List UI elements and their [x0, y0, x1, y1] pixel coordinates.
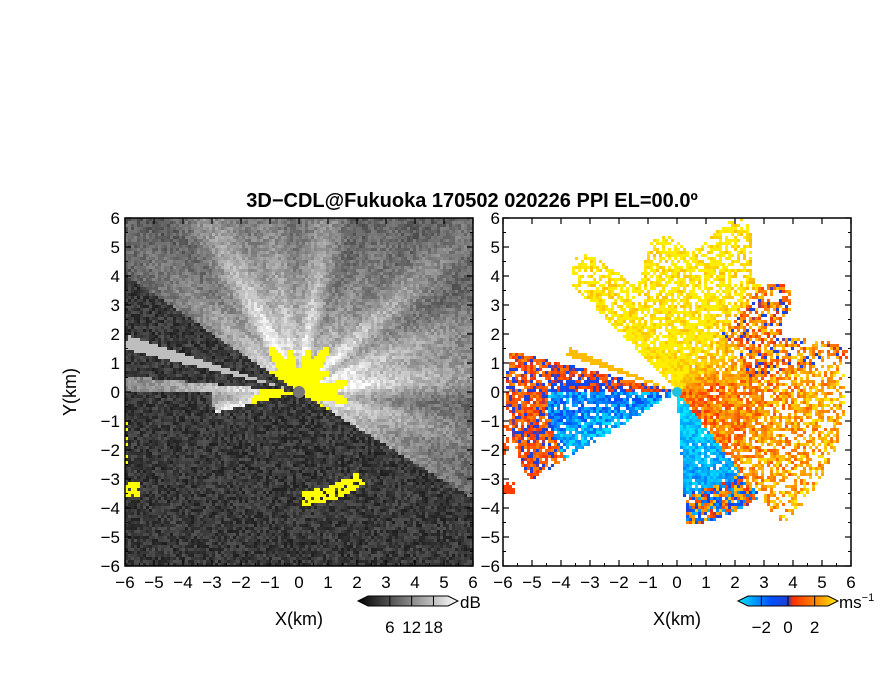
x-tick-label: 0 — [294, 573, 303, 592]
colorbar-tick-label: −2 — [752, 618, 771, 637]
x-tick-label: 5 — [817, 573, 826, 592]
y-tick-label: −4 — [481, 499, 500, 518]
y-tick-label: 5 — [491, 238, 500, 257]
y-axis-label-left: Y(km) — [60, 368, 80, 416]
y-tick-label: 4 — [491, 267, 500, 286]
colorbar-tick-label: 12 — [402, 618, 421, 637]
x-tick-label: 1 — [701, 573, 710, 592]
y-tick-label: 0 — [111, 383, 120, 402]
y-tick-label: −4 — [101, 499, 120, 518]
x-tick-label: −5 — [144, 573, 163, 592]
x-tick-label: −3 — [202, 573, 221, 592]
x-tick-label: −2 — [609, 573, 628, 592]
x-tick-label: −4 — [551, 573, 570, 592]
x-tick-label: 6 — [468, 573, 477, 592]
x-tick-label: −3 — [580, 573, 599, 592]
colorbar-intensity: 6 12 18 dB — [356, 593, 481, 637]
velocity-panel: −6 −5 −4 −3 −2 −1 0 1 2 3 4 5 6 6 5 4 3 2 1 0 −1 −2 −3 −4 −5 −6 — [481, 209, 856, 592]
y-tick-label: −5 — [101, 528, 120, 547]
x-tick-label: 2 — [352, 573, 361, 592]
x-tick-label: 0 — [672, 573, 681, 592]
x-tick-label: −2 — [231, 573, 250, 592]
x-tick-label: 2 — [730, 573, 739, 592]
colorbar-tick-label: 18 — [424, 618, 443, 637]
colorbar-tick-label: 2 — [810, 618, 819, 637]
x-tick-label: −1 — [638, 573, 657, 592]
y-tick-label: 5 — [111, 238, 120, 257]
x-tick-label: −1 — [260, 573, 279, 592]
y-tick-label: 6 — [491, 209, 500, 228]
y-tick-label: 4 — [111, 267, 120, 286]
x-tick-label: 3 — [759, 573, 768, 592]
x-axis-label-left: X(km) — [275, 609, 323, 629]
y-tick-label: −1 — [101, 412, 120, 431]
colorbar-velocity: −2 0 2 ms−1 — [736, 592, 874, 637]
y-tick-label: 1 — [491, 354, 500, 373]
intensity-panel: −6 −5 −4 −3 −2 −1 0 1 2 3 4 5 6 6 5 4 3 2 1 0 −1 −2 −3 −4 −5 −6 — [101, 209, 478, 592]
x-tick-label: 5 — [439, 573, 448, 592]
x-tick-label: 3 — [381, 573, 390, 592]
x-tick-label: −4 — [173, 573, 192, 592]
x-tick-label: 6 — [846, 573, 855, 592]
y-tick-label: 6 — [111, 209, 120, 228]
y-tick-label: −6 — [481, 557, 500, 576]
x-axis-label-right: X(km) — [653, 609, 701, 629]
x-tick-label: 1 — [323, 573, 332, 592]
x-tick-label: −5 — [522, 573, 541, 592]
y-tick-label: 3 — [491, 296, 500, 315]
y-tick-label: 1 — [111, 354, 120, 373]
y-tick-label: −3 — [101, 470, 120, 489]
y-tick-label: 2 — [491, 325, 500, 344]
y-tick-label: 0 — [491, 383, 500, 402]
radar-site-marker — [293, 386, 305, 398]
y-tick-label: −1 — [481, 412, 500, 431]
colorbar-tick-label: 0 — [783, 618, 792, 637]
colorbar-tick-label: 6 — [385, 618, 394, 637]
figure-title: 3D−CDL@Fukuoka 170502 020226 PPI EL=00.0… — [246, 190, 698, 212]
y-tick-label: 2 — [111, 325, 120, 344]
x-tick-label: −6 — [115, 573, 134, 592]
y-tick-label: −2 — [101, 441, 120, 460]
y-tick-label: −3 — [481, 470, 500, 489]
x-tick-label: −6 — [493, 573, 512, 592]
y-tick-label: −6 — [101, 557, 120, 576]
y-tick-label: 3 — [111, 296, 120, 315]
y-tick-label: −2 — [481, 441, 500, 460]
y-tick-label: −5 — [481, 528, 500, 547]
colorbar-intensity-bar — [356, 595, 460, 607]
x-tick-label: 4 — [410, 573, 419, 592]
x-tick-label: 4 — [788, 573, 797, 592]
colorbar-intensity-unit: dB — [460, 593, 481, 612]
colorbar-velocity-unit: ms−1 — [839, 592, 874, 612]
radar-site-marker — [672, 387, 682, 397]
